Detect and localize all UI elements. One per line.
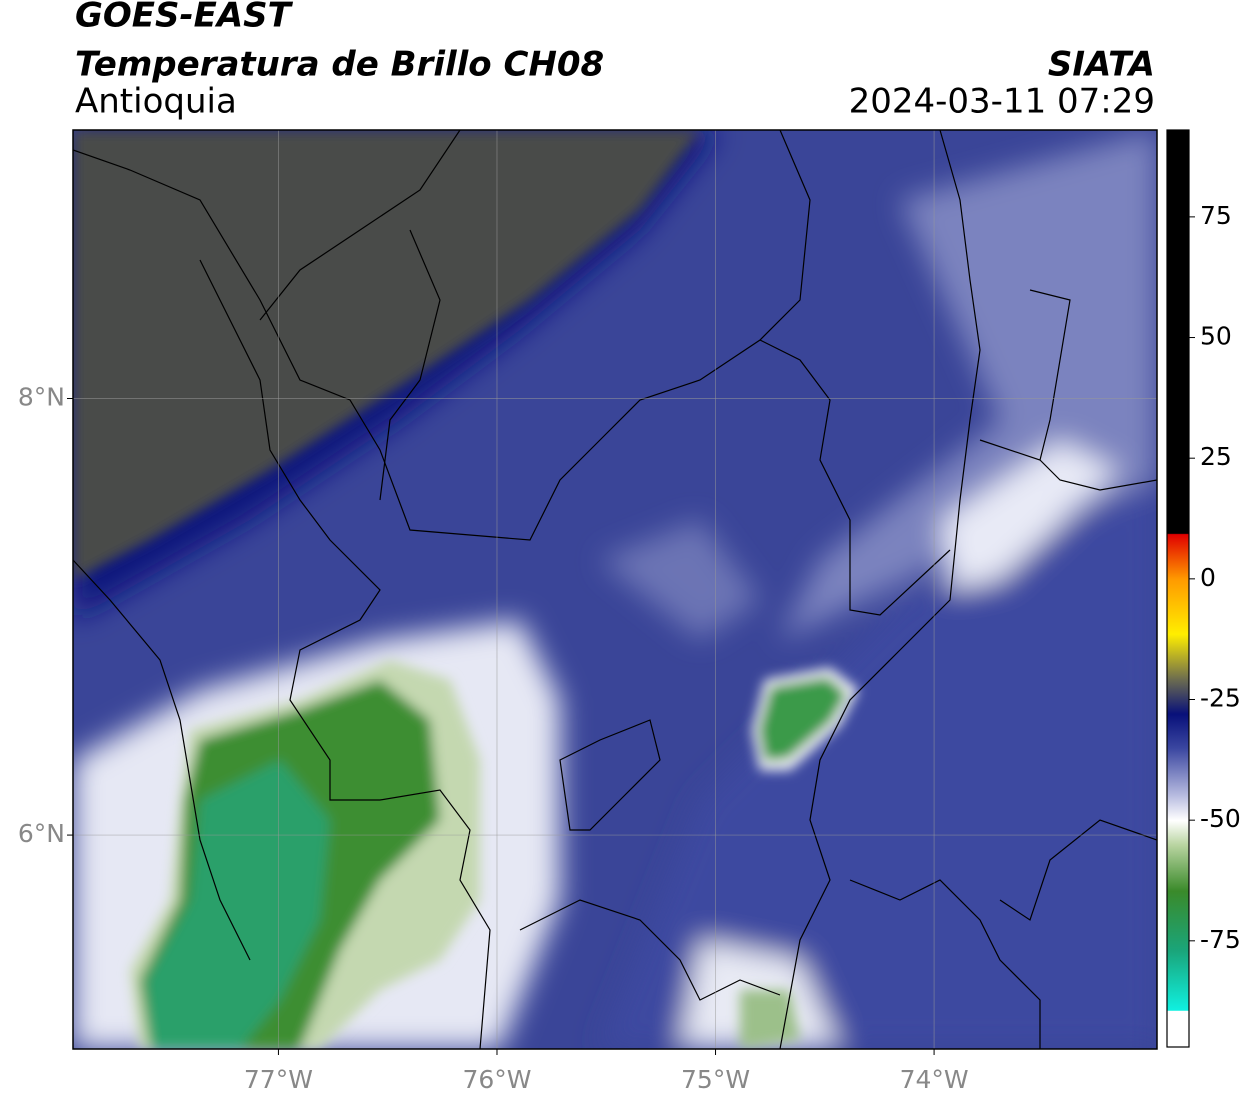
- colorbar-tick-label: -50: [1200, 804, 1241, 833]
- region: Antioquia: [75, 82, 237, 122]
- x-tick-label: 77°W: [244, 1065, 313, 1094]
- colorbar-tick-label: 75: [1200, 201, 1232, 230]
- grid: [73, 130, 1157, 1049]
- satellite-image: [73, 130, 1157, 1049]
- colorbar-tick-label: 50: [1200, 322, 1232, 351]
- source: SIATA: [1048, 45, 1155, 85]
- x-tick-label: 76°W: [462, 1065, 531, 1094]
- x-tick-label: 74°W: [900, 1065, 969, 1094]
- colorbar-tick-label: -25: [1200, 684, 1241, 713]
- colorbar: [1166, 129, 1190, 1048]
- y-tick-label: 8°N: [18, 382, 65, 411]
- title: GOES-EAST: [75, 0, 294, 36]
- borders: [73, 130, 1157, 1049]
- colorbar-tick-label: -75: [1200, 925, 1241, 954]
- colorbar-tick-label: 25: [1200, 442, 1232, 471]
- map-frame: [72, 129, 1158, 1050]
- colorbar-tick-label: 0: [1200, 563, 1216, 592]
- timestamp: 2024-03-11 07:29: [849, 82, 1155, 122]
- subtitle: Temperatura de Brillo CH08: [75, 45, 604, 85]
- x-tick-label: 75°W: [681, 1065, 750, 1094]
- y-tick-label: 6°N: [18, 819, 65, 848]
